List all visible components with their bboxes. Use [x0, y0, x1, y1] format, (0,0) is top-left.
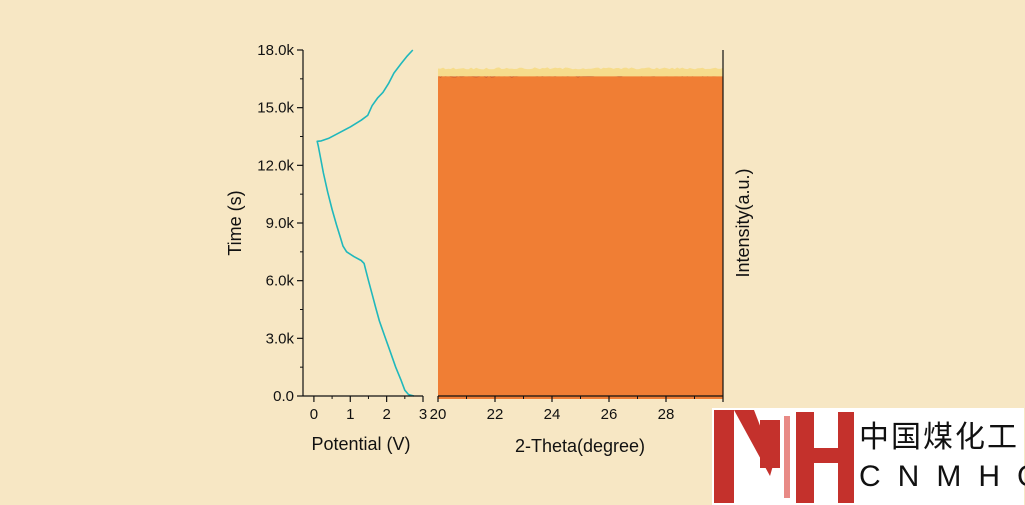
xrd-top-cap	[438, 67, 723, 77]
right-y-axis-title: Intensity(a.u.)	[733, 168, 753, 277]
left-x-tick-label: 3	[419, 406, 427, 423]
logo-english-name: CNMHG	[859, 460, 1025, 493]
right-x-tick-label: 28	[658, 406, 675, 423]
left-x-axis-title: Potential (V)	[311, 434, 410, 454]
xrd-patterns-layer	[438, 67, 723, 399]
mh-logo-mark-icon	[714, 410, 854, 503]
left-x-tick-label: 2	[382, 406, 390, 423]
right-x-tick-label: 20	[430, 406, 447, 423]
left-y-tick-label: 18.0k	[257, 42, 294, 59]
potential-time-plot: 0.0 3.0k 6.0k 9.0k 12.0k 15.0k 18.0k 0 1 2 3 Time…	[225, 42, 427, 454]
right-x-tick-label: 22	[487, 406, 504, 423]
left-y-tick-label: 3.0k	[266, 330, 295, 347]
left-y-tick-label: 9.0k	[266, 215, 295, 232]
left-y-tick-label: 12.0k	[257, 157, 294, 174]
potential-curve-layer	[316, 49, 415, 397]
logo-chinese-name: 中国煤化工	[859, 420, 1019, 455]
right-x-axis-title: 2-Theta(degree)	[515, 436, 645, 456]
left-x-ticks: 0 1 2 3	[310, 396, 427, 423]
right-x-ticks: 202224262830	[430, 396, 731, 423]
xrd-waterfall-plot: 202224262830 2-Theta(degree) Intensity(a…	[430, 50, 753, 456]
left-x-tick-label: 0	[310, 406, 318, 423]
right-x-tick-label: 26	[601, 406, 618, 423]
cnmhg-logo: 中国煤化工 CNMHG	[712, 408, 1025, 505]
left-y-ticks: 0.0 3.0k 6.0k 9.0k 12.0k 15.0k 18.0k	[257, 42, 303, 405]
xrd-pattern-fill	[438, 70, 723, 399]
left-y-tick-label: 0.0	[273, 388, 294, 405]
left-y-tick-label: 6.0k	[266, 273, 295, 290]
left-x-tick-label: 1	[346, 406, 354, 423]
left-y-axis-title: Time (s)	[225, 190, 245, 255]
right-x-tick-label: 24	[544, 406, 561, 423]
left-y-tick-label: 15.0k	[257, 100, 294, 117]
potential-series-line	[316, 49, 415, 397]
